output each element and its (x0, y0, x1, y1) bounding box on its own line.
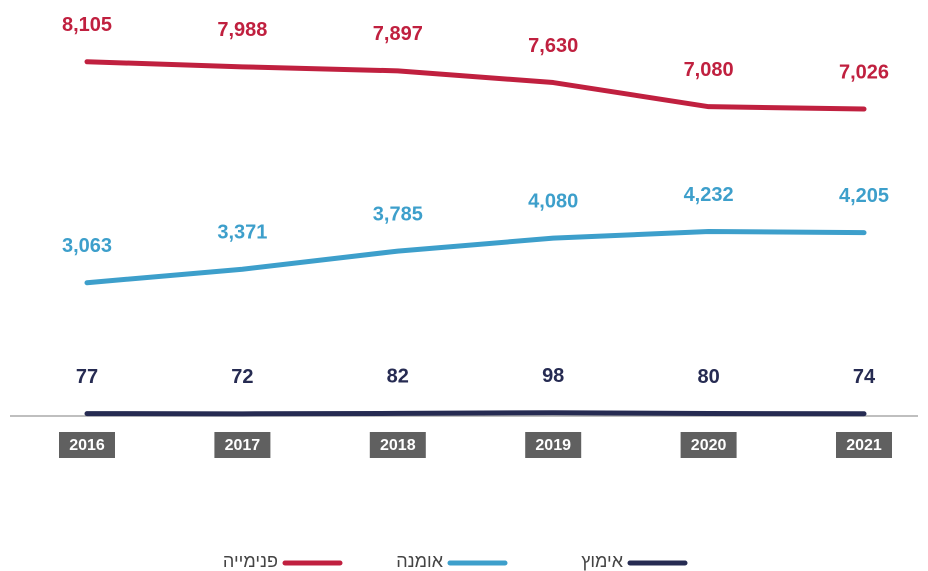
data-label: 72 (231, 366, 253, 388)
data-label: 4,205 (839, 185, 889, 207)
data-label: 8,105 (62, 14, 112, 36)
data-label: 7,897 (373, 23, 423, 45)
year-box (836, 432, 892, 458)
data-label: 74 (853, 366, 876, 388)
year-box (214, 432, 271, 458)
year-box (680, 432, 737, 458)
series-line (84, 59, 867, 112)
data-label: 7,026 (839, 61, 889, 83)
x-tick-label: 2020 (691, 437, 727, 454)
legend-label: אימוץ (581, 551, 623, 571)
data-label: 4,080 (528, 190, 578, 212)
series-line (84, 228, 867, 286)
data-label: 7,080 (684, 59, 734, 81)
data-label: 77 (76, 366, 98, 388)
year-box (369, 432, 426, 458)
data-label: 3,063 (62, 235, 112, 257)
data-label: 98 (542, 365, 564, 387)
legend-label: פנימייה (223, 551, 278, 571)
x-tick-label: 2018 (380, 437, 416, 454)
data-label: 4,232 (684, 184, 734, 206)
x-tick-label: 2017 (225, 437, 261, 454)
x-tick-label: 2019 (535, 437, 571, 454)
data-label: 7,630 (528, 35, 578, 57)
series-line (84, 410, 867, 417)
data-label: 3,371 (217, 222, 267, 244)
year-box (59, 432, 115, 458)
x-tick-label: 2021 (846, 437, 882, 454)
year-box (525, 432, 582, 458)
data-label: 3,785 (373, 203, 423, 225)
data-label: 7,988 (217, 19, 267, 41)
x-tick-label: 2016 (69, 437, 105, 454)
legend-label: אומנה (396, 551, 443, 571)
data-label: 80 (697, 366, 719, 388)
data-label: 82 (387, 366, 409, 388)
